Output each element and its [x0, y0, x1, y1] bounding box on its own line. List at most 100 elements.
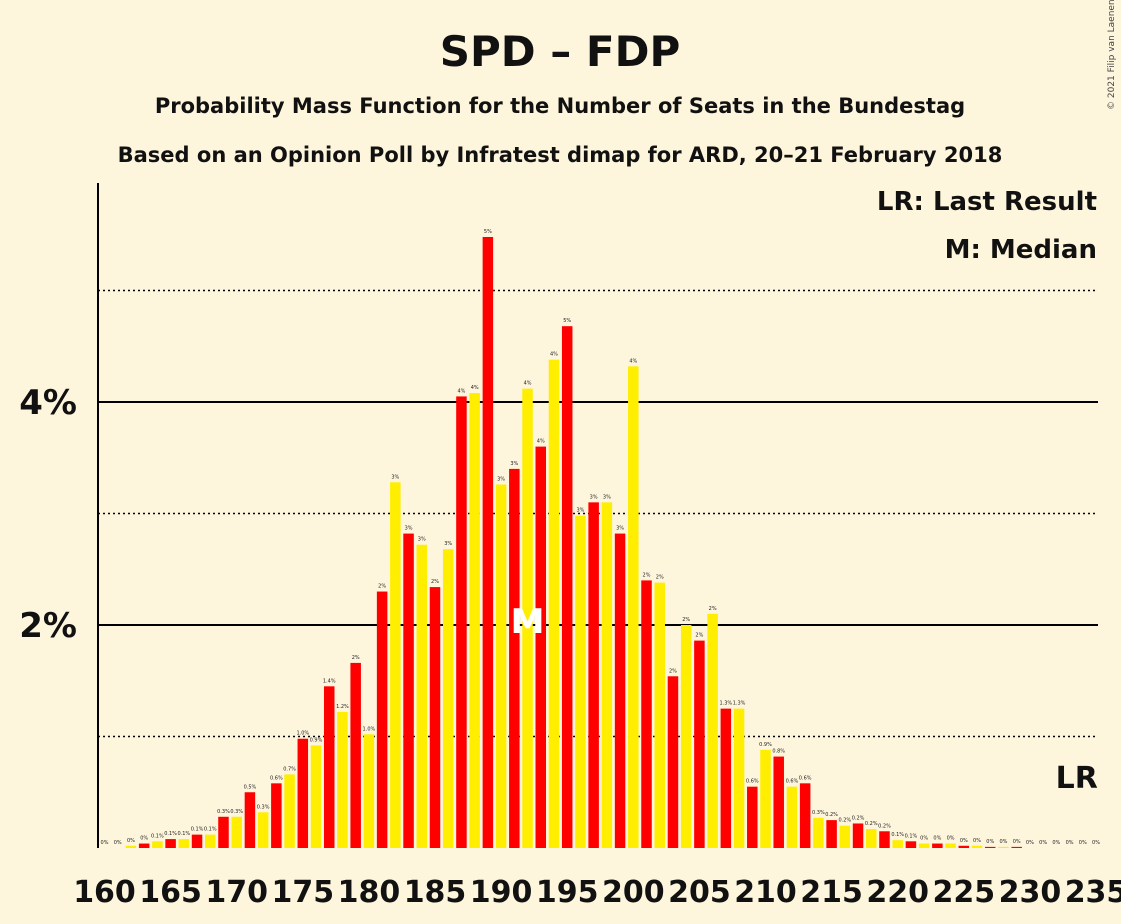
- bar-label-seat-189: 5%: [484, 229, 492, 235]
- bar-seat-208: [733, 708, 745, 848]
- bar-seat-169: [218, 816, 229, 848]
- y-tick-label: 4%: [19, 383, 77, 423]
- x-tick-label: 235: [1065, 875, 1121, 910]
- bar-label-seat-164: 0.1%: [151, 833, 164, 839]
- bar-label-seat-221: 0.1%: [905, 833, 918, 839]
- bar-label-seat-232: 0%: [1052, 840, 1060, 846]
- x-tick-label: 160: [73, 875, 136, 910]
- bar-seat-173: [271, 783, 282, 848]
- x-tick-label: 190: [470, 875, 533, 910]
- x-tick-label: 175: [271, 875, 334, 910]
- bar-label-seat-193: 4%: [537, 439, 545, 445]
- bar-seat-206: [707, 613, 718, 848]
- chart-subtitle-2: Based on an Opinion Poll by Infratest di…: [118, 143, 1003, 167]
- bar-seat-166: [178, 839, 190, 848]
- bar-label-seat-196: 3%: [576, 508, 584, 514]
- bar-seat-200: [628, 366, 639, 848]
- bar-seat-164: [152, 841, 163, 848]
- x-tick-label: 200: [602, 875, 665, 910]
- bar-label-seat-188: 4%: [471, 385, 479, 391]
- bar-label-seat-200: 4%: [629, 358, 637, 364]
- bar-label-seat-184: 3%: [418, 537, 426, 543]
- bar-seat-217: [852, 823, 864, 848]
- bar-label-seat-207: 1.3%: [719, 701, 732, 707]
- bar-label-seat-179: 2%: [352, 655, 360, 661]
- bar-label-seat-187: 4%: [457, 388, 465, 394]
- bar-label-seat-201: 2%: [643, 572, 651, 578]
- bar-seat-180: [363, 734, 375, 848]
- bar-label-seat-229: 0%: [1013, 839, 1021, 845]
- bar-label-seat-173: 0.6%: [270, 775, 283, 781]
- bar-seat-182: [390, 482, 401, 848]
- bar-label-seat-227: 0%: [986, 839, 994, 845]
- bar-seat-224: [945, 843, 956, 848]
- bar-seat-204: [680, 625, 692, 848]
- bar-seat-174: [284, 774, 295, 848]
- x-tick-label: 180: [338, 875, 401, 910]
- bar-label-seat-192: 4%: [524, 381, 532, 387]
- bar-label-seat-186: 3%: [444, 541, 452, 547]
- bar-label-seat-168: 0.1%: [204, 827, 217, 833]
- y-tick-label: 2%: [19, 606, 77, 646]
- bar-seat-205: [694, 640, 705, 848]
- bar-seat-216: [839, 825, 851, 848]
- bar-label-seat-180: 1.0%: [363, 726, 376, 732]
- bar-label-seat-208: 1.3%: [733, 701, 746, 707]
- bar-seat-226: [971, 845, 983, 848]
- bar-seat-212: [786, 786, 798, 848]
- bar-label-seat-209: 0.6%: [746, 779, 759, 785]
- median-marker: M: [511, 602, 545, 642]
- x-tick-label: 170: [205, 875, 268, 910]
- bar-label-seat-160: 0%: [101, 840, 109, 846]
- bar-label-seat-195: 5%: [563, 318, 571, 324]
- bar-seat-214: [813, 817, 824, 848]
- bar-label-seat-218: 0.2%: [865, 821, 878, 827]
- bar-seat-168: [205, 834, 216, 848]
- bar-seat-191: [509, 468, 520, 848]
- bar-seat-192: [522, 388, 533, 848]
- bar-seat-193: [535, 446, 547, 848]
- bar-seat-170: [231, 816, 242, 848]
- bar-label-seat-214: 0.3%: [812, 810, 825, 816]
- bar-seat-203: [667, 676, 679, 848]
- bar-label-seat-163: 0%: [140, 836, 148, 842]
- x-tick-label: 195: [536, 875, 599, 910]
- bar-seat-228: [998, 846, 1009, 848]
- bar-label-seat-167: 0.1%: [191, 827, 204, 833]
- bar-seat-171: [244, 792, 256, 848]
- bar-label-seat-199: 3%: [616, 526, 624, 532]
- bar-label-seat-197: 3%: [590, 494, 598, 500]
- bar-label-seat-213: 0.6%: [799, 775, 812, 781]
- chart-title: SPD – FDP: [440, 27, 680, 76]
- bar-label-seat-223: 0%: [933, 836, 941, 842]
- bar-seat-229: [1011, 846, 1022, 848]
- bar-label-seat-225: 0%: [960, 838, 968, 844]
- bar-label-seat-177: 1.4%: [323, 678, 336, 684]
- bar-label-seat-233: 0%: [1066, 840, 1074, 846]
- bar-label-seat-190: 3%: [497, 477, 505, 483]
- x-tick-label: 205: [668, 875, 731, 910]
- bar-label-seat-222: 0%: [920, 836, 928, 842]
- bar-label-seat-205: 2%: [695, 633, 703, 639]
- bar-label-seat-183: 3%: [405, 526, 413, 532]
- bar-label-seat-166: 0.1%: [177, 831, 190, 837]
- bar-label-seat-170: 0.3%: [230, 809, 243, 815]
- bar-seat-184: [416, 544, 428, 848]
- bar-label-seat-234: 0%: [1079, 840, 1087, 846]
- bar-label-seat-206: 2%: [709, 606, 717, 612]
- bar-label-seat-191: 3%: [510, 461, 518, 467]
- chart-subtitle-1: Probability Mass Function for the Number…: [155, 94, 965, 118]
- bar-labels-group: 0% 0% 0% 0% 0.1% 0.1% 0.1%0.1% 0.1%0.3% 0.3%0.5%…: [101, 229, 1101, 846]
- bar-seat-186: [442, 549, 454, 848]
- bar-seat-175: [297, 738, 309, 848]
- bar-label-seat-211: 0.8%: [772, 749, 785, 755]
- bar-seat-194: [548, 359, 560, 848]
- last-result-marker: LR: [1056, 761, 1098, 796]
- bar-label-seat-178: 1.2%: [336, 704, 349, 710]
- bar-seat-221: [905, 841, 917, 848]
- bar-label-seat-235: 0%: [1092, 840, 1100, 846]
- bar-label-seat-224: 0%: [947, 836, 955, 842]
- copyright-notice: © 2021 Filip van Laenen: [1107, 0, 1117, 110]
- bar-seat-220: [892, 840, 903, 848]
